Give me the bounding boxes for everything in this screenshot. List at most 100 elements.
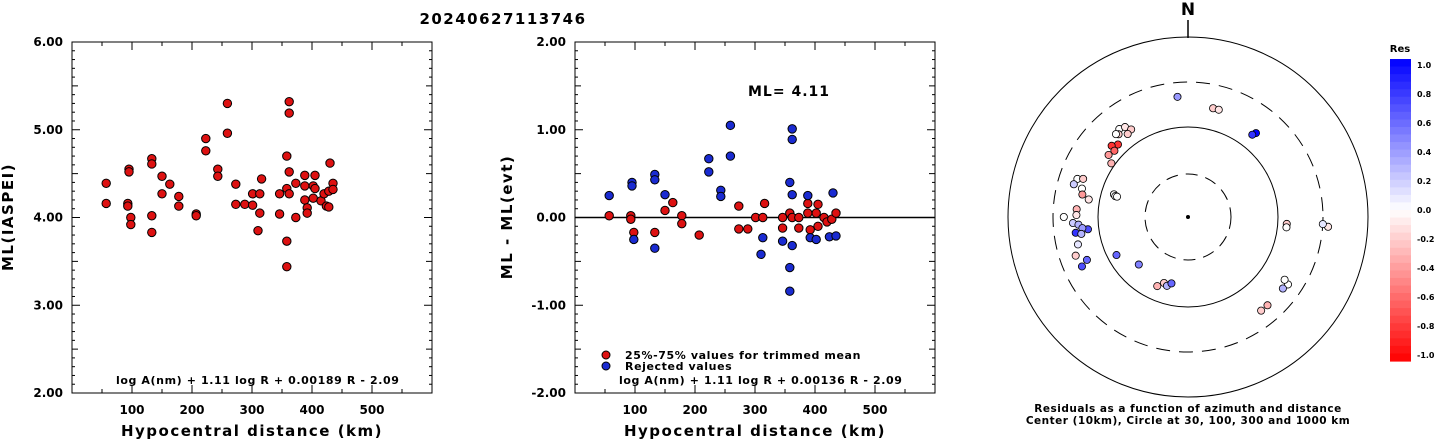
residual-point xyxy=(1077,229,1086,238)
colorbar-cell xyxy=(1390,74,1411,83)
colorbar-cell xyxy=(1390,119,1411,128)
x-tick-label: 100 xyxy=(622,403,647,417)
colorbar-title: Res xyxy=(1390,44,1410,55)
y-axis-label: ML - ML(evt) xyxy=(498,155,516,279)
y-tick-label: -1.00 xyxy=(531,298,566,312)
data-point xyxy=(291,178,301,188)
colorbar-cell xyxy=(1390,315,1411,324)
colorbar-cell xyxy=(1390,164,1411,173)
data-point-trimmed xyxy=(794,212,804,223)
x-tick-label: 300 xyxy=(742,403,767,417)
data-point-trimmed xyxy=(734,201,744,211)
data-point-rejected xyxy=(785,262,795,273)
colorbar-tick-label: 0.6 xyxy=(1417,119,1432,128)
legend-label-rejected: Rejected values xyxy=(625,360,732,373)
data-point xyxy=(253,225,263,236)
x-tick-label: 100 xyxy=(119,403,144,417)
data-point-rejected xyxy=(787,134,797,145)
data-point-trimmed xyxy=(805,225,815,235)
residual-point xyxy=(1153,282,1162,291)
y-tick-label: 3.00 xyxy=(33,298,63,312)
residual-point xyxy=(1078,190,1087,199)
colorbar-cell xyxy=(1390,66,1411,75)
data-point-trimmed xyxy=(604,211,614,221)
colorbar-cell xyxy=(1390,157,1411,166)
colorbar-cell xyxy=(1390,149,1411,158)
data-point xyxy=(201,146,211,156)
colorbar-cell xyxy=(1390,96,1411,105)
y-tick-label: 0.00 xyxy=(536,211,566,225)
data-point xyxy=(284,189,294,199)
residual-point xyxy=(1167,279,1176,288)
data-point xyxy=(157,189,167,199)
residual-point xyxy=(1059,212,1068,221)
residual-point xyxy=(1072,211,1081,220)
data-point xyxy=(282,236,292,246)
colorbar-cell xyxy=(1390,353,1411,362)
data-point xyxy=(213,171,223,181)
polar-caption-line1: Residuals as a function of azimuth and d… xyxy=(1034,403,1341,415)
colorbar-cell xyxy=(1390,255,1411,264)
data-point xyxy=(256,174,267,184)
legend-marker-trimmed xyxy=(601,350,611,360)
colorbar-tick-label: 0.8 xyxy=(1417,90,1432,99)
data-point xyxy=(284,96,294,107)
residual-point xyxy=(1107,159,1116,168)
figure-title: 20240627113746 xyxy=(419,10,586,28)
x-axis-label: Hypocentral distance (km) xyxy=(624,422,886,440)
colorbar-cell xyxy=(1390,300,1411,309)
residual-point xyxy=(1079,174,1088,183)
circle-300km xyxy=(1052,81,1324,353)
data-point xyxy=(231,199,241,210)
data-point-rejected xyxy=(828,188,838,198)
colorbar-cell xyxy=(1390,187,1411,196)
data-point xyxy=(282,261,292,272)
x-tick-label: 300 xyxy=(239,403,264,417)
x-tick-label: 400 xyxy=(802,403,827,417)
x-tick-label: 200 xyxy=(179,403,204,417)
colorbar-cell xyxy=(1390,225,1411,234)
residual-point xyxy=(1077,262,1086,271)
data-point xyxy=(147,227,157,238)
data-point xyxy=(165,179,175,189)
residual-point xyxy=(1173,92,1182,101)
data-point xyxy=(282,151,292,161)
data-point xyxy=(247,200,258,210)
colorbar-cell xyxy=(1390,194,1411,204)
data-point-trimmed xyxy=(794,223,804,233)
colorbar-tick-label: -0.2 xyxy=(1417,235,1435,244)
x-tick-label: 500 xyxy=(862,403,887,417)
data-point xyxy=(124,167,134,177)
data-point xyxy=(328,184,338,195)
residual-point xyxy=(1282,223,1291,232)
data-point-trimmed xyxy=(677,211,687,221)
data-point xyxy=(123,201,133,211)
y-tick-label: 4.00 xyxy=(33,211,63,225)
data-point xyxy=(300,170,310,181)
colorbar-cell xyxy=(1390,142,1411,151)
data-point xyxy=(310,170,320,181)
colorbar-cell xyxy=(1390,172,1411,181)
data-point xyxy=(126,219,136,230)
data-point-rejected xyxy=(650,175,660,185)
residual-point xyxy=(1104,150,1113,159)
data-point-trimmed xyxy=(626,214,636,224)
residual-point xyxy=(1111,130,1120,139)
data-point-rejected xyxy=(785,177,795,188)
colorbar-tick-label: 1.0 xyxy=(1417,61,1432,70)
data-point xyxy=(174,201,184,211)
data-point xyxy=(274,189,285,199)
data-point-rejected xyxy=(704,154,714,164)
data-point xyxy=(284,167,294,177)
colorbar-cell xyxy=(1390,338,1411,347)
data-point xyxy=(300,195,310,205)
data-point xyxy=(324,202,334,212)
data-point-rejected xyxy=(787,124,797,134)
data-point xyxy=(174,191,184,202)
data-point-trimmed xyxy=(759,198,770,209)
residual-point xyxy=(1263,301,1272,310)
data-point-trimmed xyxy=(803,198,813,209)
data-point-trimmed xyxy=(758,212,768,223)
plot-frame xyxy=(71,41,433,394)
